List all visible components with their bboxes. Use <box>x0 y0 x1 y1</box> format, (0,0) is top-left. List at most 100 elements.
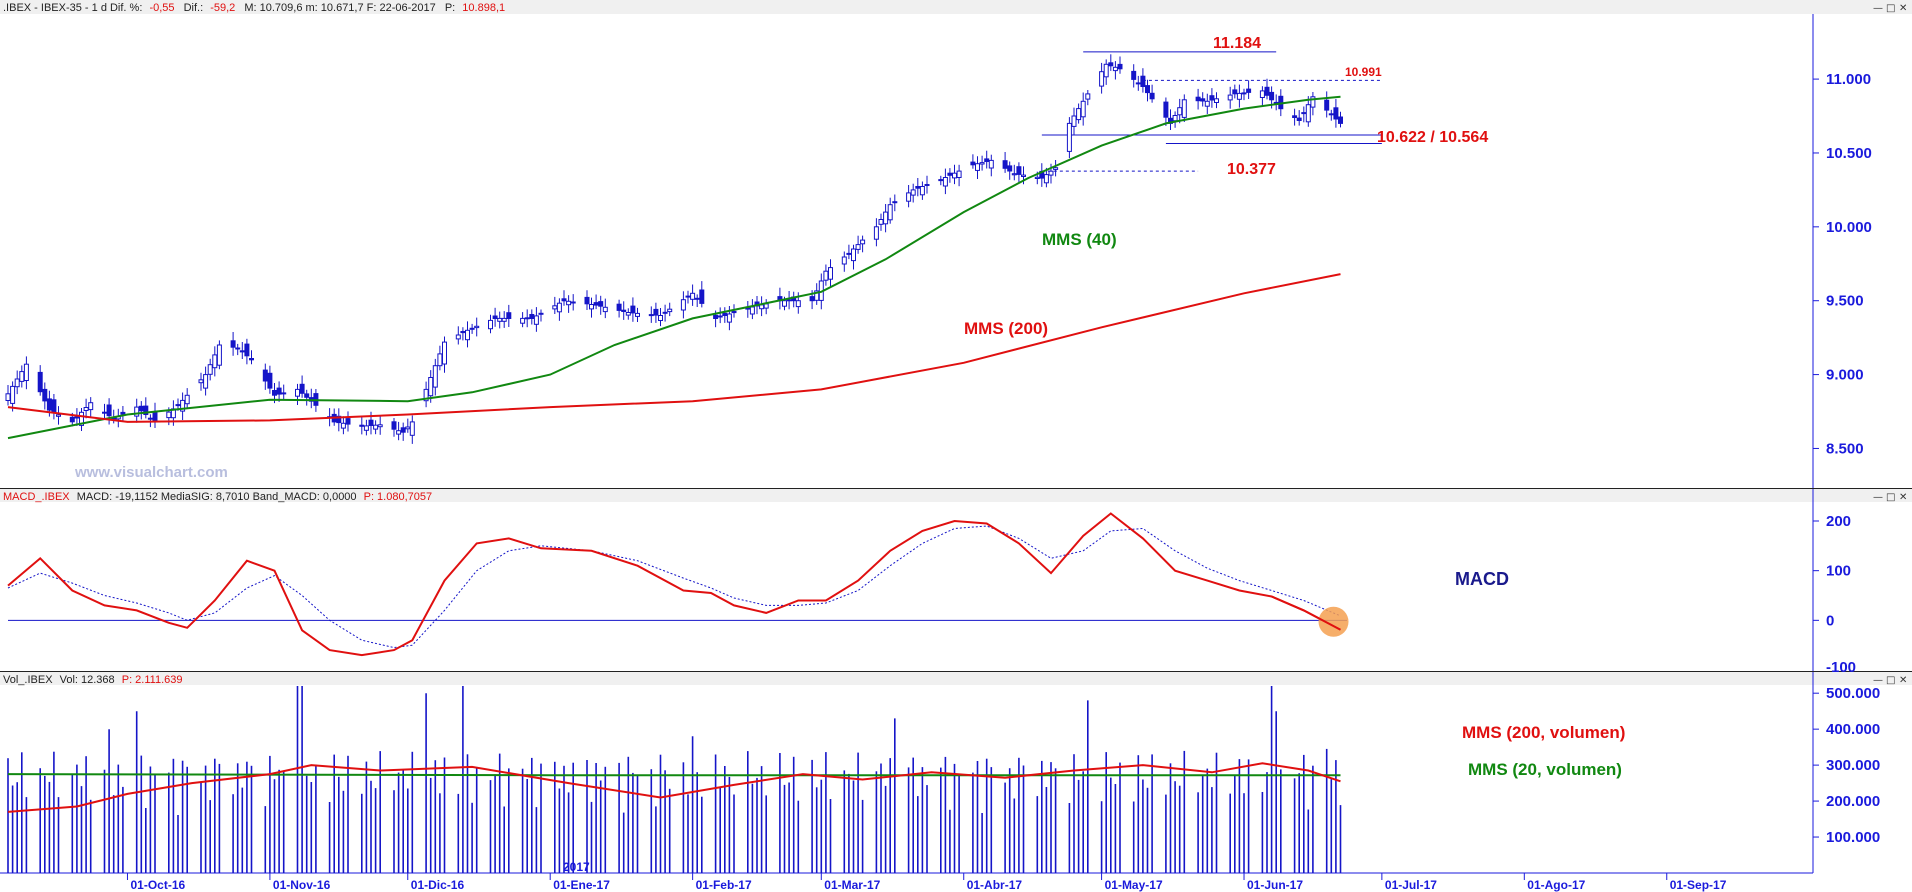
mms200-line <box>7 273 1341 423</box>
candle-body <box>690 292 696 300</box>
candle-body <box>267 372 273 389</box>
candle-body <box>1305 104 1311 123</box>
candle-body <box>56 414 61 417</box>
price-chart: 8.500 9.000 9.500 10.000 10.500 11.000 <box>5 51 1872 458</box>
candle-body <box>887 204 893 221</box>
volume-mms200-line <box>7 762 1341 813</box>
candle-body <box>175 404 181 407</box>
candle-body <box>520 317 526 324</box>
restore-icon[interactable]: □ <box>1886 675 1895 686</box>
candle-body <box>198 379 204 384</box>
macd-header-name: MACD_.IBEX <box>3 491 70 503</box>
label-volume-mms200: MMS (200, volumen) <box>1462 723 1625 742</box>
candle-body <box>5 393 11 401</box>
macd-y-tick-label: 200 <box>1826 513 1851 530</box>
annotation-support: 10.622 / 10.564 <box>1377 129 1488 146</box>
candle-body <box>589 304 594 310</box>
candle-body <box>1264 86 1270 96</box>
candle-body <box>680 299 686 311</box>
label-volume-mms20: MMS (20, volumen) <box>1468 760 1622 779</box>
candle-body <box>1071 115 1077 127</box>
candle-body <box>1259 90 1265 99</box>
candle-body <box>979 162 985 165</box>
candle-body <box>570 301 576 304</box>
volume-window-buttons: — □ ✕ <box>1873 675 1907 686</box>
candle-body <box>685 295 691 298</box>
candle-body <box>1080 100 1086 118</box>
x-tick-label: 01-Jul-17 <box>1385 878 1437 892</box>
candle-body <box>892 201 898 204</box>
candle-body <box>699 289 705 304</box>
macd-chart: 200 100 0 -100 <box>7 512 1856 676</box>
candle-body <box>345 418 351 425</box>
price-header-dif-label: Dif.: <box>184 2 204 14</box>
candle-body <box>648 314 654 317</box>
candle-body <box>1269 91 1275 101</box>
price-y-tick-label: 10.000 <box>1826 219 1872 236</box>
candle-body <box>552 305 558 310</box>
macd-signal-line <box>7 525 1341 649</box>
candle-body <box>396 430 402 435</box>
candle-body <box>299 383 305 394</box>
candle-body <box>465 329 470 341</box>
candle-body <box>919 186 925 196</box>
minimize-icon[interactable]: — <box>1873 3 1883 14</box>
candle-body <box>713 314 719 319</box>
x-tick-label: 01-Ene-17 <box>553 878 610 892</box>
candle-body <box>1043 174 1049 184</box>
candle-body <box>947 172 953 176</box>
candle-body <box>336 415 342 424</box>
candle-body <box>924 184 930 186</box>
price-y-tick-label: 10.500 <box>1826 145 1872 162</box>
candle-body <box>1328 113 1334 116</box>
candle-body <box>359 424 365 427</box>
candle-body <box>533 315 539 325</box>
price-y-tick-label: 9.500 <box>1826 293 1864 310</box>
minimize-icon[interactable]: — <box>1873 492 1883 503</box>
candle-body <box>340 422 346 429</box>
price-y-tick-label: 8.500 <box>1826 441 1864 458</box>
candle-body <box>102 411 107 414</box>
x-tick-label: 01-Oct-16 <box>131 878 186 892</box>
close-icon[interactable]: ✕ <box>1899 3 1907 14</box>
candle-body <box>1011 173 1017 176</box>
candle-body <box>1117 63 1123 70</box>
macd-y-tick-label: -100 <box>1826 659 1856 676</box>
candle-body <box>1149 92 1155 100</box>
volume-panel-header: Vol_.IBEX Vol: 12.368 P: 2.111.639 <box>3 674 183 686</box>
candle-body <box>1204 100 1210 107</box>
restore-icon[interactable]: □ <box>1886 492 1895 503</box>
candle-body <box>134 406 140 417</box>
close-icon[interactable]: ✕ <box>1899 675 1907 686</box>
candle-body <box>37 371 43 393</box>
candle-body <box>488 319 493 330</box>
candle-body <box>851 248 856 262</box>
candle-body <box>584 296 590 305</box>
candle-body <box>212 354 218 369</box>
minimize-icon[interactable]: — <box>1873 675 1883 686</box>
candle-body <box>878 219 884 225</box>
candle-body <box>906 192 912 202</box>
candle-body <box>855 244 861 250</box>
candle-body <box>180 399 186 412</box>
candle-body <box>1163 101 1169 118</box>
macd-panel-header: MACD_.IBEX MACD: -19,1152 MediaSIG: 8,70… <box>3 491 432 503</box>
candle-body <box>106 404 112 417</box>
candle-body <box>1053 167 1059 170</box>
volume-y-tick-label: 400.000 <box>1826 721 1880 738</box>
candle-body <box>635 312 640 317</box>
label-macd: MACD <box>1455 569 1509 589</box>
annotation-high: 11.184 <box>1213 35 1261 52</box>
x-tick-label: 01-Feb-17 <box>696 878 752 892</box>
price-header-symbol: .IBEX - IBEX-35 - 1 d Dif. %: <box>3 2 142 14</box>
restore-icon[interactable]: □ <box>1886 3 1895 14</box>
candle-body <box>860 239 866 245</box>
candle-body <box>230 340 236 348</box>
candle-body <box>1135 82 1141 85</box>
candle-body <box>975 163 980 171</box>
candle-body <box>1099 71 1105 87</box>
x-tick-label: 01-Sep-17 <box>1670 878 1727 892</box>
close-icon[interactable]: ✕ <box>1899 492 1907 503</box>
candle-body <box>731 310 737 314</box>
macd-crossover-highlight <box>1318 606 1349 637</box>
